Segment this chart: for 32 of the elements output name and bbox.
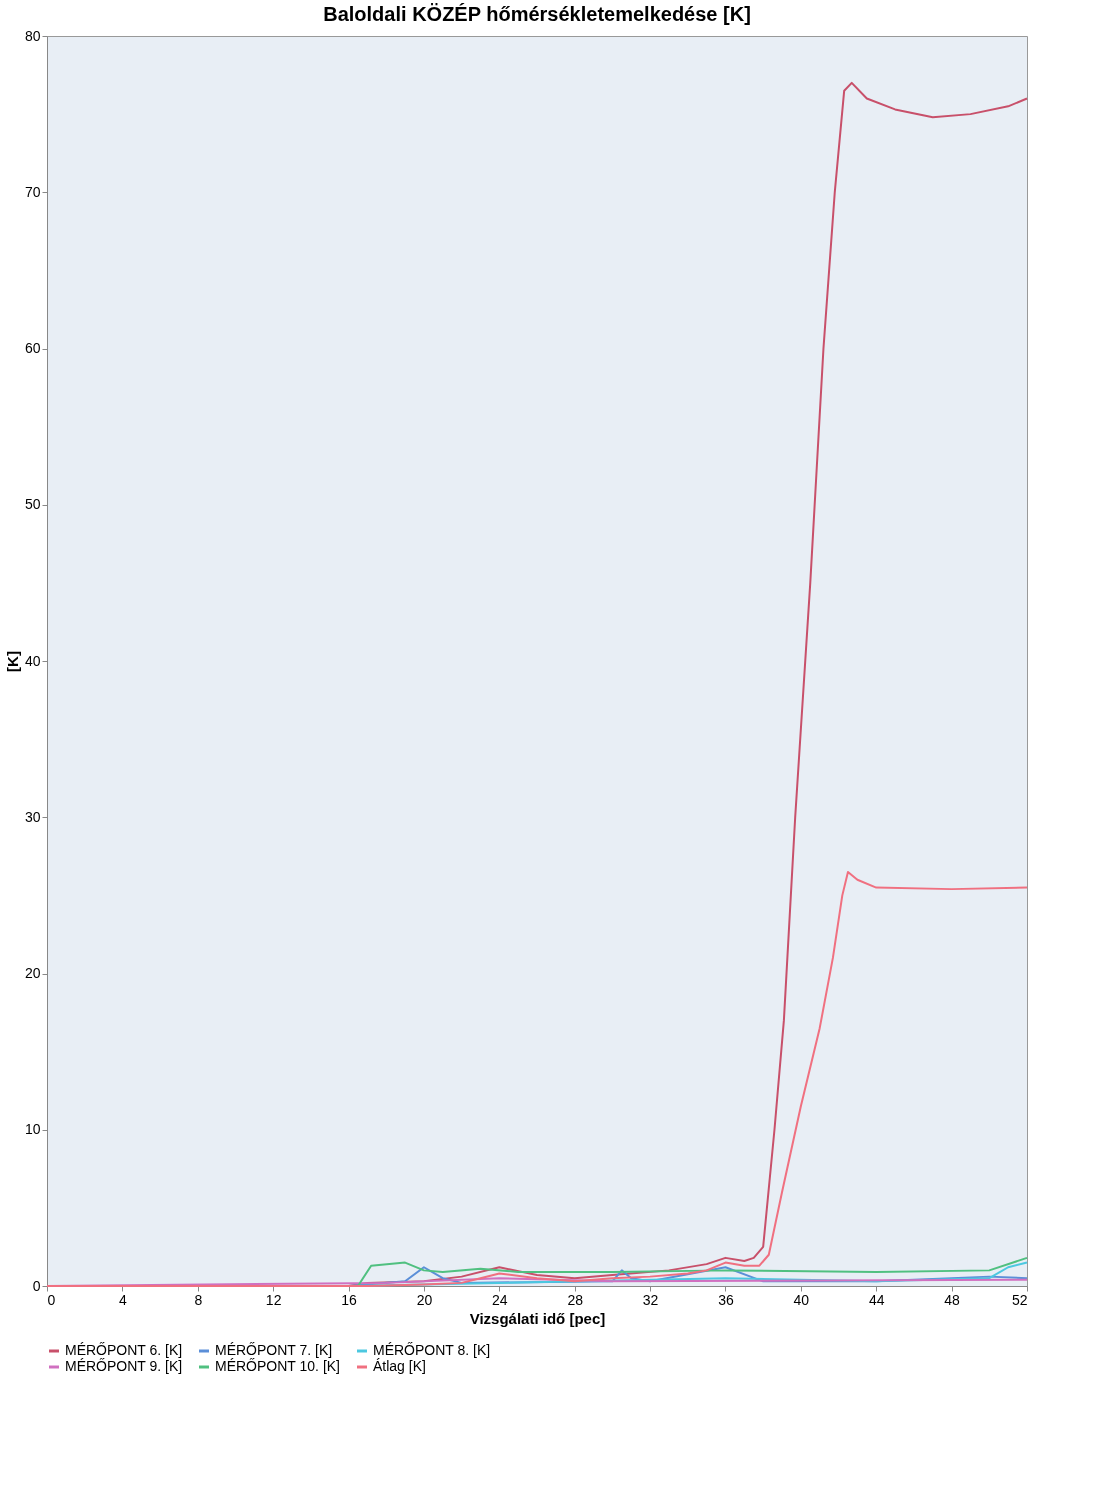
y-tick-label: 30	[24, 808, 41, 825]
x-axis-title: Vizsgálati idő [pec]	[469, 1309, 606, 1327]
x-tick-label: 8	[194, 1291, 203, 1308]
y-tick-label: 40	[24, 652, 41, 669]
x-tick-label: 16	[341, 1291, 358, 1308]
x-tick-label: 20	[416, 1291, 433, 1308]
x-tick-label: 4	[118, 1291, 127, 1308]
x-tick-label: 36	[718, 1291, 734, 1308]
legend-label: MÉRŐPONT 6. [K]	[65, 1342, 183, 1358]
legend-label: MÉRŐPONT 9. [K]	[65, 1358, 183, 1374]
x-tick-label: 28	[567, 1291, 584, 1308]
y-axis-title: [K]	[3, 651, 21, 672]
y-tick-label: 10	[24, 1121, 41, 1138]
legend-label: MÉRŐPONT 7. [K]	[215, 1342, 333, 1358]
x-tick-label: 40	[793, 1291, 810, 1308]
legend-label: MÉRŐPONT 10. [K]	[215, 1358, 340, 1374]
x-tick-label: 52	[1011, 1291, 1028, 1308]
legend-label: MÉRŐPONT 8. [K]	[373, 1342, 491, 1358]
x-tick-label: 0	[47, 1291, 56, 1308]
y-tick-label: 60	[24, 340, 41, 356]
x-tick-label: 44	[868, 1291, 885, 1308]
y-tick-label: 0	[32, 1277, 41, 1294]
y-tick-label: 80	[24, 27, 41, 44]
y-tick-label: 20	[24, 965, 41, 981]
y-tick-label: 70	[24, 183, 41, 200]
x-tick-label: 48	[944, 1291, 961, 1308]
y-tick-label: 50	[24, 496, 41, 513]
x-tick-label: 32	[642, 1291, 659, 1308]
legend-label: Átlag [K]	[373, 1358, 426, 1374]
x-tick-label: 12	[265, 1291, 282, 1308]
chart-title: Baloldali KÖZÉP hőmérsékletemelkedése [K]	[323, 3, 751, 25]
x-tick-label: 24	[492, 1291, 508, 1308]
